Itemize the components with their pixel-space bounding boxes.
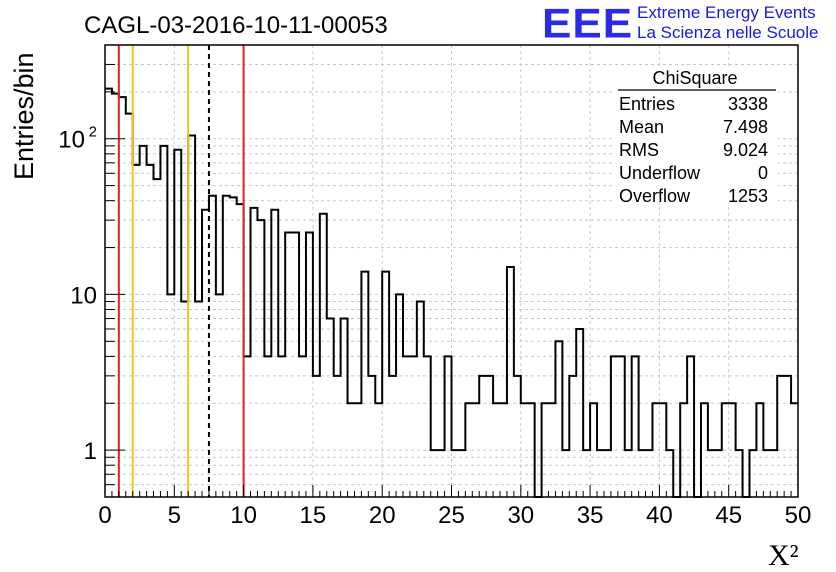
logo-line-1: Extreme Energy Events xyxy=(637,3,816,22)
x-tick-label: 25 xyxy=(438,502,465,529)
stats-row-label: Mean xyxy=(619,117,664,137)
stats-row-label: RMS xyxy=(619,140,659,160)
y-tick-label-exponent: 2 xyxy=(89,124,97,141)
x-tick-label: 10 xyxy=(230,502,257,529)
x-tick-label: 40 xyxy=(646,502,673,529)
x-axis-label: X² xyxy=(768,539,799,572)
x-tick-label: 20 xyxy=(369,502,396,529)
x-tick-label: 30 xyxy=(507,502,534,529)
logo-line-2: La Scienza nelle Scuole xyxy=(637,23,819,42)
x-tick-label: 5 xyxy=(168,502,181,529)
stats-row-value: 3338 xyxy=(728,94,768,114)
x-tick-label: 45 xyxy=(715,502,742,529)
x-tick-label: 0 xyxy=(98,502,111,529)
x-tick-label: 35 xyxy=(577,502,604,529)
stats-row-label: Underflow xyxy=(619,163,701,183)
chart-title: CAGL-03-2016-10-11-00053 xyxy=(84,12,388,39)
y-axis-label: Entries/bin xyxy=(9,52,39,180)
x-tick-label: 15 xyxy=(300,502,327,529)
stats-row-value: 9.024 xyxy=(723,140,768,160)
y-tick-label: 10 xyxy=(58,127,85,154)
x-tick-label: 50 xyxy=(785,502,812,529)
stats-box-background xyxy=(612,66,778,203)
axis-ticks xyxy=(104,44,799,498)
reference-lines xyxy=(117,45,245,497)
stats-box-title: ChiSquare xyxy=(652,68,737,88)
stats-row-value: 0 xyxy=(758,163,768,183)
y-tick-label: 1 xyxy=(84,438,97,465)
stats-row-value: 7.498 xyxy=(723,117,768,137)
stats-box: ChiSquare Entries 3338 Mean 7.498 RMS 9.024 Und… xyxy=(612,66,778,206)
stats-row-label: Overflow xyxy=(619,186,691,206)
eee-logo-mark: EEE xyxy=(542,0,634,47)
stats-row-label: Entries xyxy=(619,94,675,114)
y-tick-label: 10 xyxy=(70,282,97,309)
stats-row-value: 1253 xyxy=(728,186,768,206)
